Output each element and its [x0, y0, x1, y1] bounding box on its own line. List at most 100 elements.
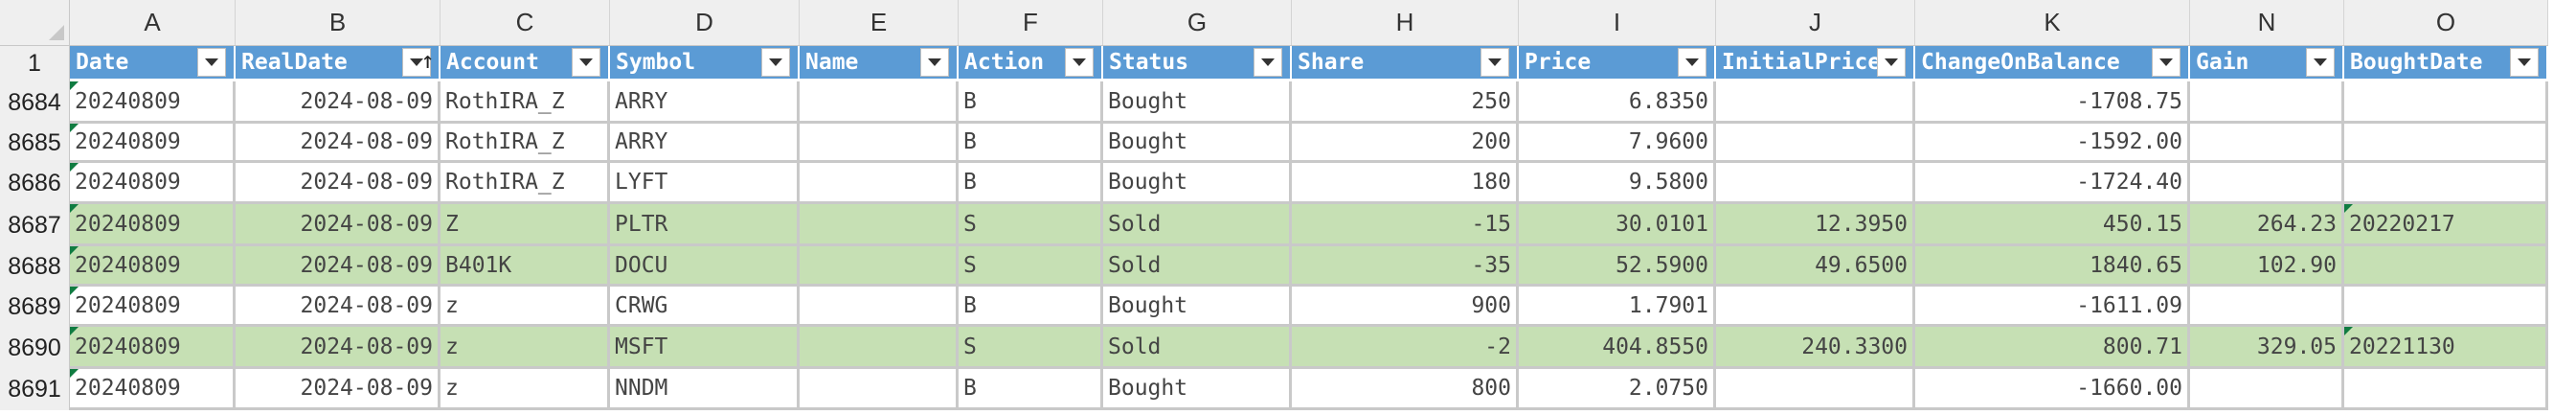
cell-initialprice[interactable]: 240.3300: [1716, 327, 1915, 369]
cell-account[interactable]: RothIRA_Z: [441, 163, 610, 204]
cell-action[interactable]: S: [959, 327, 1103, 369]
row-header[interactable]: 8690: [0, 327, 70, 369]
cell-name[interactable]: [800, 246, 959, 287]
cell-price[interactable]: 6.8350: [1519, 81, 1716, 124]
column-header-n[interactable]: N: [2190, 0, 2344, 45]
cell-changeonbalance[interactable]: -1611.09: [1915, 287, 2190, 327]
filter-dropdown-icon[interactable]: [1254, 48, 1282, 77]
column-header-j[interactable]: J: [1716, 0, 1915, 45]
header-cell-changeonbalance[interactable]: ChangeOnBalance: [1915, 46, 2190, 81]
header-cell-date[interactable]: Date: [70, 46, 236, 81]
filter-dropdown-icon[interactable]: [1877, 48, 1906, 77]
cell-share[interactable]: 800: [1292, 369, 1519, 410]
cell-boughtdate[interactable]: [2344, 81, 2548, 124]
cell-date[interactable]: 20240809: [70, 204, 236, 246]
cell-initialprice[interactable]: [1716, 163, 1915, 204]
header-cell-price[interactable]: Price: [1519, 46, 1716, 81]
header-cell-symbol[interactable]: Symbol: [610, 46, 800, 81]
cell-boughtdate[interactable]: [2344, 369, 2548, 410]
cell-initialprice[interactable]: 49.6500: [1716, 246, 1915, 287]
column-header-h[interactable]: H: [1292, 0, 1519, 45]
filter-dropdown-icon[interactable]: [1065, 48, 1094, 77]
cell-realdate[interactable]: 2024-08-09: [236, 204, 441, 246]
cell-share[interactable]: -15: [1292, 204, 1519, 246]
filter-dropdown-icon[interactable]: [1678, 48, 1706, 77]
cell-share[interactable]: 180: [1292, 163, 1519, 204]
cell-account[interactable]: z: [441, 327, 610, 369]
cell-date[interactable]: 20240809: [70, 287, 236, 327]
cell-boughtdate[interactable]: 20221130: [2344, 327, 2548, 369]
select-all-corner[interactable]: [0, 0, 70, 45]
cell-realdate[interactable]: 2024-08-09: [236, 287, 441, 327]
cell-initialprice[interactable]: [1716, 124, 1915, 163]
row-header-1[interactable]: 1: [0, 46, 70, 81]
cell-boughtdate[interactable]: [2344, 124, 2548, 163]
header-cell-gain[interactable]: Gain: [2190, 46, 2344, 81]
cell-action[interactable]: B: [959, 287, 1103, 327]
cell-gain[interactable]: 102.90: [2190, 246, 2344, 287]
header-cell-boughtdate[interactable]: BoughtDate: [2344, 46, 2548, 81]
cell-initialprice[interactable]: [1716, 287, 1915, 327]
header-cell-action[interactable]: Action: [959, 46, 1103, 81]
cell-status[interactable]: Sold: [1103, 246, 1292, 287]
column-header-e[interactable]: E: [800, 0, 959, 45]
header-cell-name[interactable]: Name: [800, 46, 959, 81]
cell-symbol[interactable]: PLTR: [610, 204, 800, 246]
filter-dropdown-icon[interactable]: [2510, 48, 2539, 77]
cell-initialprice[interactable]: [1716, 369, 1915, 410]
cell-status[interactable]: Bought: [1103, 163, 1292, 204]
cell-changeonbalance[interactable]: -1708.75: [1915, 81, 2190, 124]
filter-dropdown-icon[interactable]: [2306, 48, 2335, 77]
row-header[interactable]: 8691: [0, 369, 70, 410]
cell-name[interactable]: [800, 369, 959, 410]
column-header-b[interactable]: B: [236, 0, 441, 45]
column-header-f[interactable]: F: [959, 0, 1103, 45]
cell-status[interactable]: Sold: [1103, 327, 1292, 369]
cell-changeonbalance[interactable]: -1592.00: [1915, 124, 2190, 163]
cell-price[interactable]: 2.0750: [1519, 369, 1716, 410]
cell-account[interactable]: RothIRA_Z: [441, 81, 610, 124]
row-header[interactable]: 8684: [0, 81, 70, 124]
cell-status[interactable]: Sold: [1103, 204, 1292, 246]
filter-dropdown-icon[interactable]: [197, 48, 226, 77]
cell-share[interactable]: -35: [1292, 246, 1519, 287]
cell-gain[interactable]: [2190, 163, 2344, 204]
cell-action[interactable]: S: [959, 246, 1103, 287]
cell-price[interactable]: 404.8550: [1519, 327, 1716, 369]
cell-account[interactable]: RothIRA_Z: [441, 124, 610, 163]
cell-date[interactable]: 20240809: [70, 369, 236, 410]
cell-date[interactable]: 20240809: [70, 163, 236, 204]
filter-dropdown-icon[interactable]: [761, 48, 790, 77]
cell-gain[interactable]: [2190, 369, 2344, 410]
cell-symbol[interactable]: LYFT: [610, 163, 800, 204]
cell-name[interactable]: [800, 287, 959, 327]
cell-realdate[interactable]: 2024-08-09: [236, 369, 441, 410]
cell-action[interactable]: B: [959, 124, 1103, 163]
cell-changeonbalance[interactable]: 800.71: [1915, 327, 2190, 369]
cell-price[interactable]: 7.9600: [1519, 124, 1716, 163]
cell-boughtdate[interactable]: [2344, 287, 2548, 327]
cell-realdate[interactable]: 2024-08-09: [236, 81, 441, 124]
cell-boughtdate[interactable]: 20220217: [2344, 204, 2548, 246]
cell-date[interactable]: 20240809: [70, 124, 236, 163]
row-header[interactable]: 8687: [0, 204, 70, 246]
cell-price[interactable]: 30.0101: [1519, 204, 1716, 246]
column-header-a[interactable]: A: [70, 0, 236, 45]
cell-date[interactable]: 20240809: [70, 81, 236, 124]
cell-status[interactable]: Bought: [1103, 369, 1292, 410]
cell-account[interactable]: z: [441, 287, 610, 327]
column-header-c[interactable]: C: [441, 0, 610, 45]
cell-gain[interactable]: [2190, 287, 2344, 327]
filter-dropdown-icon[interactable]: [2152, 48, 2181, 77]
cell-gain[interactable]: [2190, 124, 2344, 163]
cell-name[interactable]: [800, 327, 959, 369]
cell-price[interactable]: 52.5900: [1519, 246, 1716, 287]
header-cell-realdate[interactable]: RealDate ↑: [236, 46, 441, 81]
row-header[interactable]: 8685: [0, 124, 70, 163]
column-header-i[interactable]: I: [1519, 0, 1716, 45]
header-cell-initialprice[interactable]: InitialPrice: [1716, 46, 1915, 81]
row-header[interactable]: 8689: [0, 287, 70, 327]
cell-name[interactable]: [800, 81, 959, 124]
row-header[interactable]: 8686: [0, 163, 70, 204]
cell-realdate[interactable]: 2024-08-09: [236, 163, 441, 204]
